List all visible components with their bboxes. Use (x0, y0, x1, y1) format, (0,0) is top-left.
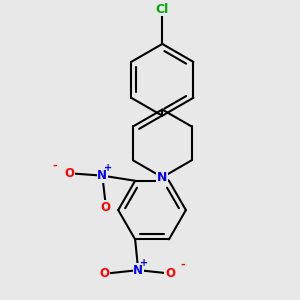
Text: +: + (140, 258, 148, 268)
Text: -: - (180, 260, 184, 270)
Text: O: O (165, 267, 175, 280)
Text: O: O (99, 267, 110, 280)
Text: Cl: Cl (156, 3, 169, 16)
Text: N: N (157, 171, 167, 184)
Text: +: + (104, 164, 112, 173)
Text: N: N (97, 169, 107, 182)
Text: -: - (53, 160, 58, 170)
Text: N: N (133, 264, 143, 277)
Text: O: O (64, 167, 74, 180)
Text: O: O (100, 201, 110, 214)
